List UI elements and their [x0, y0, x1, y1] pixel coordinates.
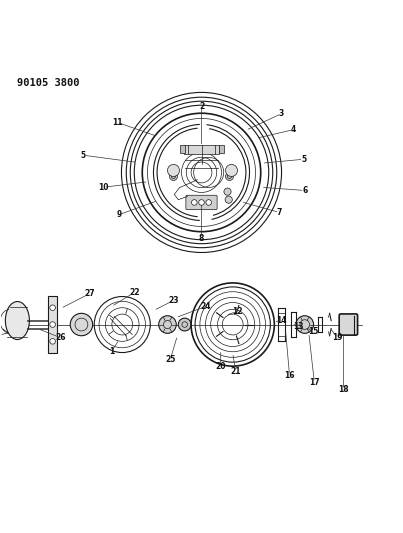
Circle shape — [191, 200, 197, 205]
Circle shape — [170, 173, 177, 181]
Ellipse shape — [5, 302, 29, 340]
Circle shape — [168, 165, 179, 176]
Circle shape — [50, 305, 56, 311]
Text: 16: 16 — [284, 371, 295, 380]
Text: 8: 8 — [199, 234, 204, 243]
Text: 21: 21 — [230, 367, 241, 376]
Circle shape — [50, 322, 56, 327]
FancyBboxPatch shape — [186, 195, 217, 209]
Text: 15: 15 — [308, 327, 319, 336]
Text: 26: 26 — [55, 333, 66, 342]
Circle shape — [224, 188, 231, 195]
Text: 11: 11 — [112, 118, 123, 127]
Text: 3: 3 — [279, 109, 284, 118]
Text: 23: 23 — [168, 296, 179, 305]
Text: 5: 5 — [81, 151, 86, 160]
Circle shape — [199, 200, 204, 205]
FancyBboxPatch shape — [339, 314, 357, 335]
Text: 22: 22 — [129, 288, 139, 297]
Text: 14: 14 — [276, 316, 287, 325]
Text: 2: 2 — [199, 102, 204, 111]
Text: 27: 27 — [84, 289, 95, 298]
Text: 4: 4 — [291, 125, 296, 134]
Text: 10: 10 — [98, 183, 109, 192]
Text: 25: 25 — [165, 355, 175, 364]
Bar — [180, 145, 185, 153]
FancyBboxPatch shape — [185, 145, 218, 154]
Text: 6: 6 — [302, 186, 307, 195]
Circle shape — [70, 313, 93, 336]
Circle shape — [50, 338, 56, 344]
Bar — [48, 296, 57, 353]
Circle shape — [159, 316, 176, 333]
Text: 17: 17 — [309, 378, 320, 387]
Text: 9: 9 — [117, 210, 122, 219]
Text: 90105 3800: 90105 3800 — [17, 78, 80, 88]
Circle shape — [178, 318, 191, 331]
Text: 12: 12 — [232, 307, 243, 316]
Circle shape — [225, 196, 232, 203]
Text: 18: 18 — [338, 385, 349, 394]
Circle shape — [226, 173, 233, 181]
Circle shape — [206, 200, 212, 205]
Text: 20: 20 — [216, 362, 226, 371]
Text: 13: 13 — [293, 322, 303, 331]
Text: 19: 19 — [332, 333, 343, 342]
Circle shape — [226, 165, 237, 176]
Text: 24: 24 — [200, 302, 211, 311]
Text: 5: 5 — [301, 155, 306, 164]
Bar — [218, 145, 224, 153]
Text: 7: 7 — [277, 208, 282, 217]
Circle shape — [296, 316, 314, 333]
Text: 1: 1 — [109, 347, 114, 356]
